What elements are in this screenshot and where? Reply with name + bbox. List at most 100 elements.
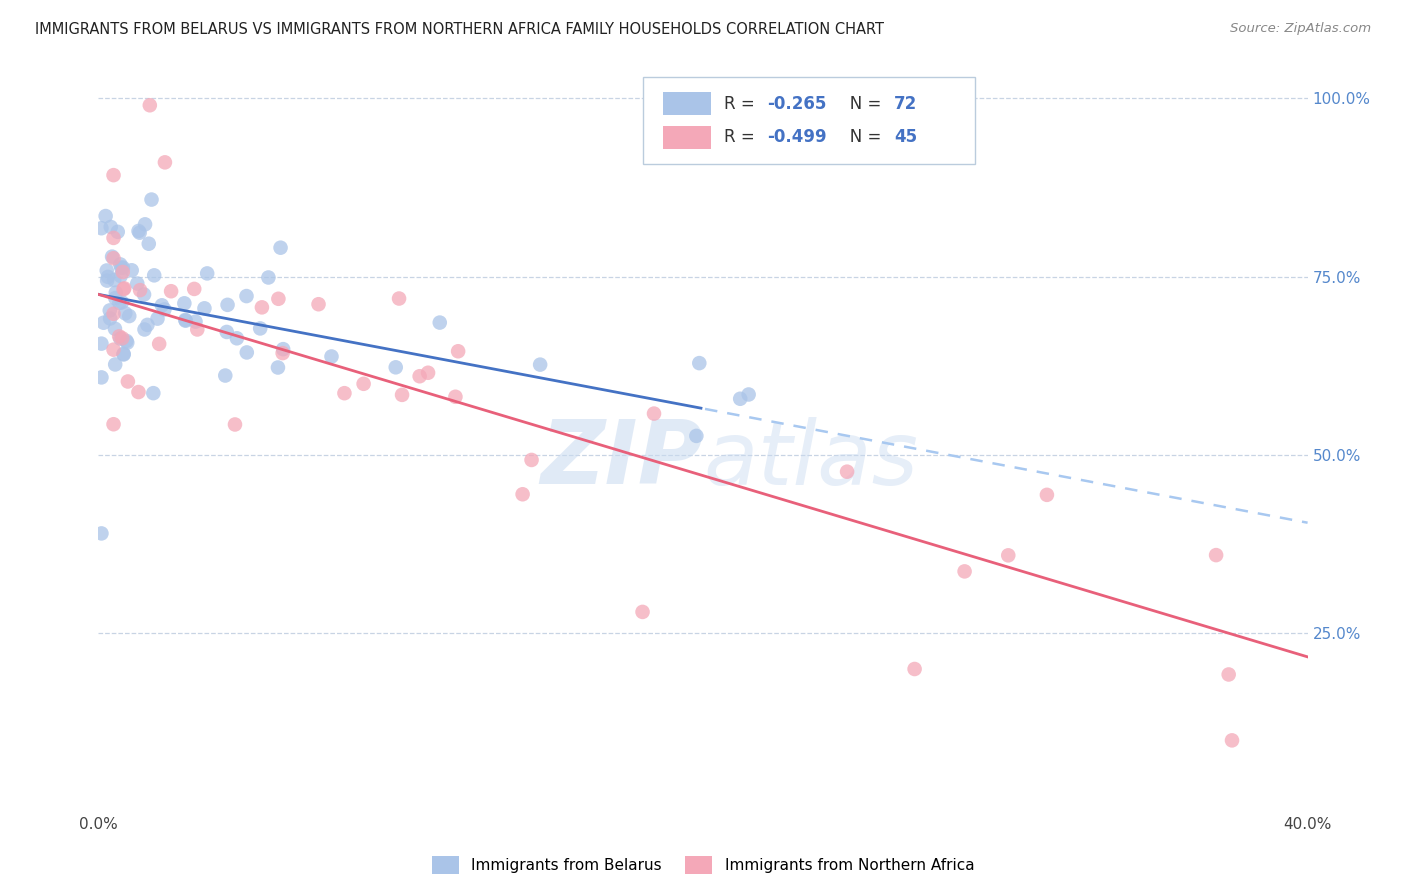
- Point: [127, 385, 149, 400]
- Point: [110, 332, 132, 346]
- Point: [117, 375, 139, 389]
- Point: [112, 347, 135, 361]
- Text: IMMIGRANTS FROM BELARUS VS IMMIGRANTS FROM NORTHERN AFRICA FAMILY HOUSEHOLDS COR: IMMIGRANTS FROM BELARUS VS IMMIGRANTS FR…: [35, 22, 884, 37]
- Point: [224, 417, 246, 432]
- Point: [214, 368, 236, 383]
- Point: [271, 346, 294, 360]
- Point: [141, 193, 163, 207]
- Point: [107, 225, 129, 239]
- Text: Source: ZipAtlas.com: Source: ZipAtlas.com: [1230, 22, 1371, 36]
- Point: [143, 268, 166, 283]
- Point: [270, 241, 292, 255]
- Point: [98, 311, 121, 326]
- Point: [108, 296, 131, 310]
- Point: [111, 260, 134, 275]
- Point: [271, 342, 294, 356]
- Point: [257, 270, 280, 285]
- Point: [429, 316, 451, 330]
- Point: [103, 168, 125, 182]
- Point: [153, 302, 176, 317]
- Point: [215, 325, 238, 339]
- Point: [235, 289, 257, 303]
- Point: [685, 429, 707, 443]
- Point: [121, 263, 143, 277]
- Point: [110, 268, 132, 283]
- Point: [90, 336, 112, 351]
- Point: [997, 549, 1019, 563]
- FancyBboxPatch shape: [664, 93, 711, 115]
- Point: [138, 236, 160, 251]
- Point: [520, 453, 543, 467]
- Point: [134, 217, 156, 231]
- Point: [115, 334, 138, 348]
- Point: [110, 257, 132, 271]
- Point: [90, 370, 112, 384]
- Legend: Immigrants from Belarus, Immigrants from Northern Africa: Immigrants from Belarus, Immigrants from…: [426, 850, 980, 880]
- Point: [173, 296, 195, 310]
- Point: [104, 358, 127, 372]
- Text: R =: R =: [724, 128, 759, 146]
- Point: [529, 358, 551, 372]
- Point: [114, 306, 136, 320]
- Text: 45: 45: [894, 128, 917, 146]
- Point: [142, 386, 165, 401]
- Point: [150, 298, 173, 312]
- Point: [1220, 733, 1243, 747]
- Point: [127, 277, 149, 291]
- Point: [388, 292, 411, 306]
- Point: [512, 487, 534, 501]
- Point: [444, 390, 467, 404]
- Point: [128, 224, 150, 238]
- Point: [148, 337, 170, 351]
- Point: [100, 219, 122, 234]
- Point: [250, 301, 273, 315]
- Point: [132, 287, 155, 301]
- Point: [384, 360, 406, 375]
- Point: [103, 273, 125, 287]
- Point: [267, 360, 290, 375]
- Point: [333, 386, 356, 401]
- Point: [94, 209, 117, 223]
- Text: -0.499: -0.499: [768, 128, 827, 146]
- Text: 72: 72: [894, 95, 917, 112]
- Point: [217, 298, 239, 312]
- Point: [96, 274, 118, 288]
- Point: [236, 345, 259, 359]
- Point: [225, 331, 247, 345]
- Point: [111, 265, 134, 279]
- Point: [447, 344, 470, 359]
- Point: [953, 565, 976, 579]
- Point: [108, 329, 131, 343]
- Point: [321, 350, 343, 364]
- Point: [174, 314, 197, 328]
- Point: [688, 356, 710, 370]
- Point: [267, 292, 290, 306]
- FancyBboxPatch shape: [664, 126, 711, 149]
- Point: [1218, 667, 1240, 681]
- Text: ZIP: ZIP: [540, 416, 703, 503]
- Point: [186, 322, 208, 336]
- Point: [416, 366, 439, 380]
- Point: [104, 322, 127, 336]
- Point: [90, 221, 112, 235]
- Point: [111, 295, 134, 310]
- Point: [90, 526, 112, 541]
- Point: [1205, 548, 1227, 562]
- Text: R =: R =: [724, 95, 759, 112]
- Point: [195, 267, 218, 281]
- Point: [118, 309, 141, 323]
- Point: [96, 263, 118, 277]
- FancyBboxPatch shape: [643, 78, 976, 163]
- Point: [104, 285, 127, 300]
- Point: [103, 343, 125, 357]
- Point: [308, 297, 330, 311]
- Point: [1036, 488, 1059, 502]
- Point: [353, 376, 375, 391]
- Point: [110, 260, 132, 275]
- Point: [643, 407, 665, 421]
- Point: [117, 335, 139, 350]
- Point: [103, 231, 125, 245]
- Point: [408, 369, 430, 384]
- Point: [101, 250, 124, 264]
- Text: N =: N =: [834, 128, 886, 146]
